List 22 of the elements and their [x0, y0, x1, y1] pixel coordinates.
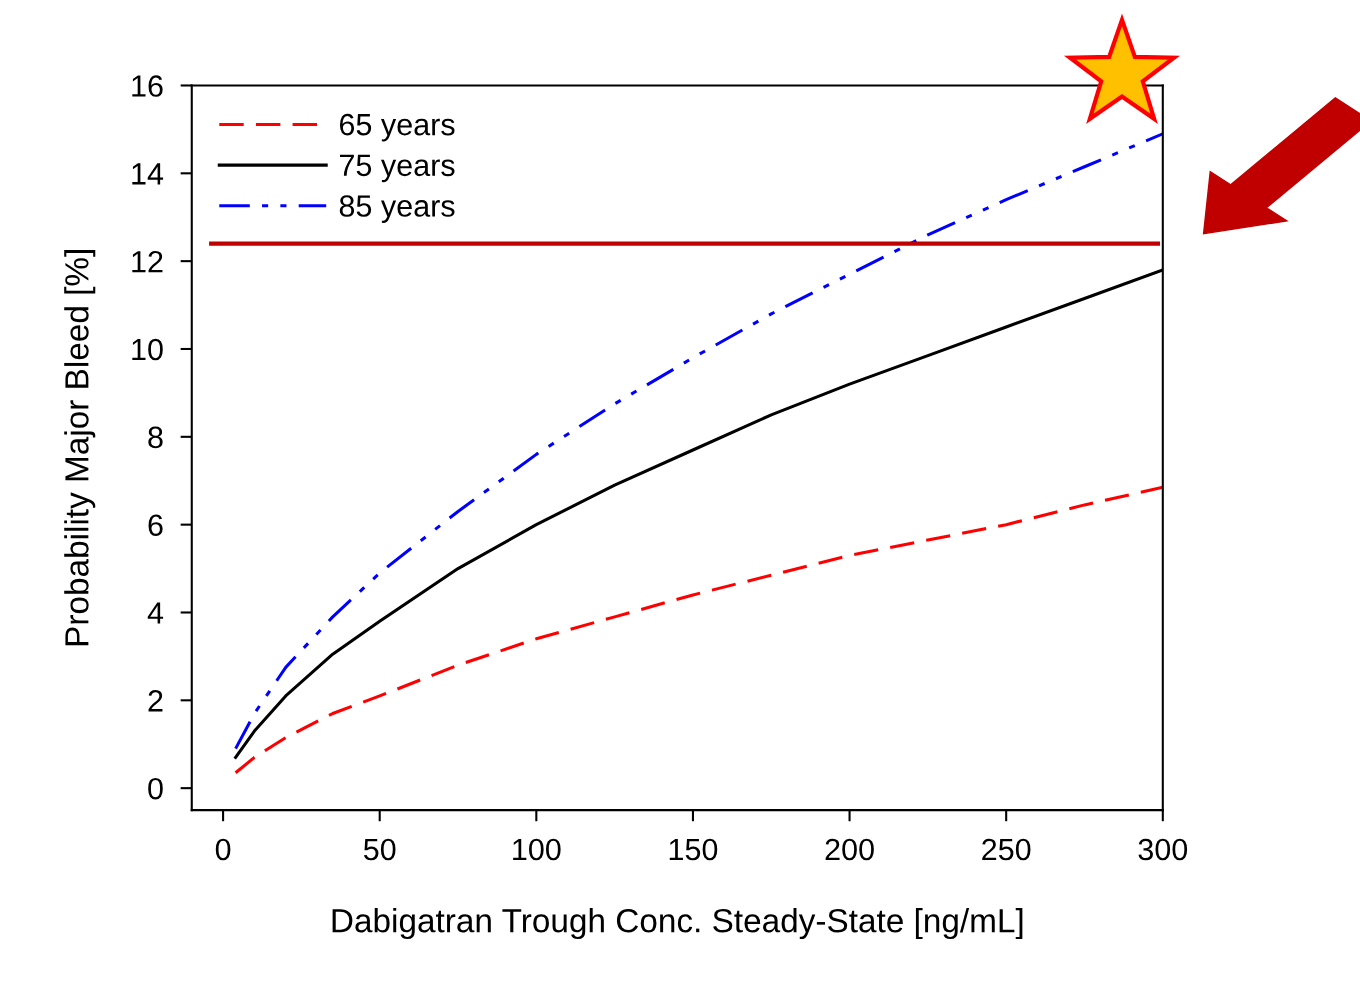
legend-label: 85 years [339, 195, 455, 223]
y-tick-label: 0 [148, 777, 163, 800]
x-tick-label: 300 [1138, 838, 1188, 861]
legend-label: 65 years [339, 113, 455, 142]
y-tick-label: 6 [148, 514, 163, 537]
x-tick-label: 0 [215, 838, 231, 861]
y-axis-title: Probability Major Bleed [%] [64, 250, 96, 646]
x-tick-label: 250 [982, 838, 1031, 861]
x-tick-label: 100 [513, 838, 561, 861]
legend-label: 75 years [339, 154, 455, 183]
y-tick-label: 4 [147, 602, 164, 624]
y-tick-label: 14 [132, 163, 164, 185]
x-tick-label: 200 [825, 838, 874, 861]
y-tick-label: 12 [132, 250, 163, 273]
y-tick-label: 16 [132, 75, 163, 97]
line-series [234, 485, 1163, 775]
y-tick-label: 8 [148, 426, 163, 449]
y-tick-label: 10 [132, 338, 163, 361]
x-tick-label: 150 [669, 838, 718, 861]
x-axis-title: Dabigatran Trough Conc. Steady-State [ng/mL] [332, 908, 1023, 940]
y-tick-label: 2 [148, 690, 163, 712]
x-tick-label: 50 [363, 838, 396, 861]
